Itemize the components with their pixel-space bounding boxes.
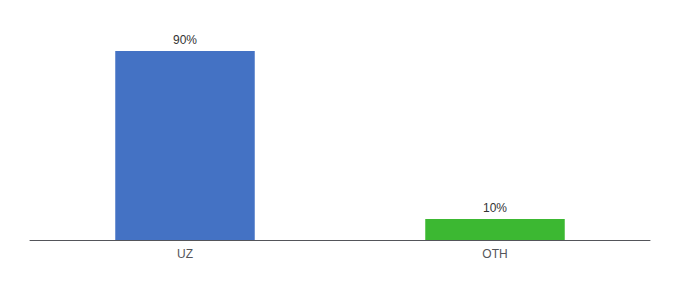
svg-text:10%: 10% xyxy=(483,201,507,215)
svg-text:UZ: UZ xyxy=(177,247,193,261)
svg-text:OTH: OTH xyxy=(482,247,507,261)
svg-text:90%: 90% xyxy=(173,33,197,47)
